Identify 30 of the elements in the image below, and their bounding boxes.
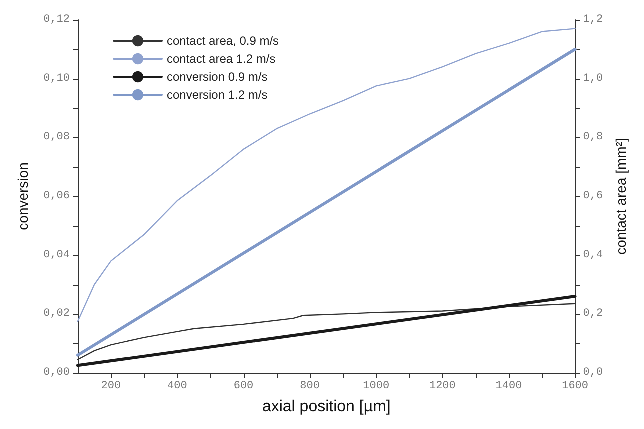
y2-tick-label: 0,0 — [583, 367, 604, 379]
x-tick-label: 1000 — [363, 380, 390, 392]
x-tick-label: 1400 — [496, 380, 522, 392]
y2-tick-label: 0,6 — [583, 190, 604, 202]
legend-label: contact area, 0.9 m/s — [167, 34, 280, 48]
x-tick-label: 600 — [234, 380, 254, 392]
x-axis-title: axial position [µm] — [262, 398, 391, 416]
y-tick-label: 0,12 — [44, 14, 70, 26]
y-tick-label: 0,02 — [44, 308, 70, 320]
y-axis-title: conversion — [15, 162, 31, 230]
y-tick-label: 0,10 — [44, 72, 70, 85]
y-tick-label: 0,04 — [44, 249, 70, 262]
y2-tick-label: 1,2 — [583, 14, 604, 26]
legend-label: contact area 1.2 m/s — [167, 52, 276, 66]
x-tick-label: 1200 — [429, 380, 456, 392]
y-tick-label: 0,06 — [44, 190, 70, 202]
y2-tick-label: 1,0 — [583, 72, 604, 85]
line-series — [77, 28, 576, 322]
legend-label: conversion 1.2 m/s — [167, 88, 268, 102]
legend-label: conversion 0.9 m/s — [167, 70, 268, 84]
x-tick-label: 200 — [101, 380, 122, 392]
y2-tick-label: 0,2 — [583, 308, 604, 320]
y2-tick-label: 0,8 — [583, 132, 604, 144]
x-tick-label: 800 — [300, 380, 320, 392]
x-tick-label: 1600 — [562, 380, 588, 392]
y-tick-label: 0,08 — [44, 132, 70, 144]
x-tick-label: 400 — [168, 380, 188, 392]
y2-tick-label: 0,4 — [583, 249, 604, 262]
y2-axis-title: contact area [mm²] — [613, 138, 629, 255]
y-tick-label: 0,00 — [44, 367, 70, 379]
